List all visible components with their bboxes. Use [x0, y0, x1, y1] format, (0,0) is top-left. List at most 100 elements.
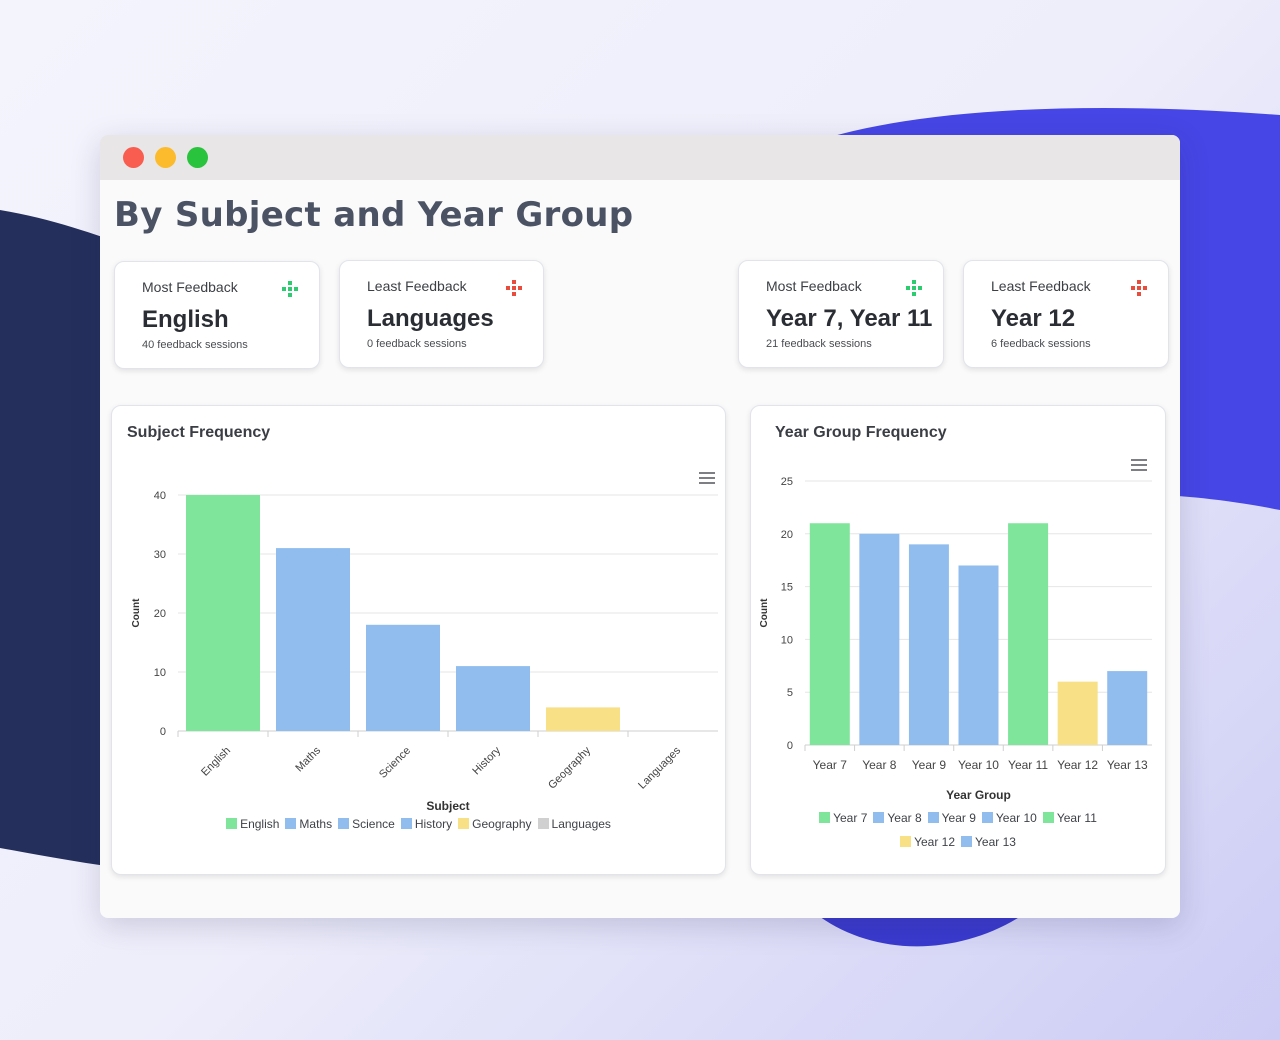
bar-english	[186, 495, 260, 731]
y-axis-title: Count	[131, 598, 142, 628]
legend-item[interactable]: Year 11	[1042, 806, 1097, 830]
stat-label: Least Feedback	[991, 278, 1091, 294]
chart-legend: English Maths Science History Geography Langu…	[112, 812, 725, 836]
app-window: By Subject and Year Group Most Feedback …	[100, 135, 1180, 918]
legend-label: Year 9	[941, 811, 976, 825]
y-axis-title: Count	[759, 598, 770, 628]
y-tick-label: 0	[787, 740, 793, 752]
x-tick-label: Year 9	[912, 758, 947, 772]
stat-card-least-subject: Least Feedback Languages 0 feedback sess…	[339, 260, 544, 368]
stat-card-least-year: Least Feedback Year 12 6 feedback sessio…	[963, 260, 1169, 368]
stat-value: Year 7, Year 11	[766, 305, 933, 332]
stat-label: Most Feedback	[142, 279, 238, 295]
maximize-window-button[interactable]	[187, 147, 208, 168]
y-tick-label: 10	[781, 634, 793, 646]
y-tick-label: 10	[154, 667, 166, 679]
bar-science	[366, 624, 440, 731]
y-tick-label: 40	[154, 490, 166, 502]
chart-menu-icon[interactable]	[699, 472, 715, 484]
year-group-frequency-card: Year Group Frequency 0 5 10 15 20 25 Year 7 Yea…	[750, 405, 1166, 875]
legend-item[interactable]: Year 13	[961, 830, 1016, 854]
down-icon	[1131, 280, 1147, 296]
y-tick-label: 15	[781, 582, 793, 594]
legend-swatch	[400, 818, 412, 829]
x-tick-label: History	[470, 744, 503, 777]
legend-swatch	[285, 818, 297, 829]
subject-frequency-card: Subject Frequency 0 10 20 30 40 English Maths S…	[111, 405, 726, 875]
chart-menu-icon[interactable]	[1131, 459, 1147, 471]
x-tick-label: Year 11	[1008, 758, 1048, 772]
x-axis-title: Subject	[426, 799, 469, 813]
stat-value: Year 12	[991, 305, 1076, 332]
bar-maths	[276, 548, 350, 731]
stat-label: Most Feedback	[766, 278, 862, 294]
stat-value: English	[142, 306, 229, 333]
chart-title: Subject Frequency	[127, 424, 271, 441]
subject-frequency-chart: 0 10 20 30 40 English Maths Science History Geogr…	[131, 490, 718, 813]
legend-swatch	[819, 812, 831, 823]
y-tick-label: 30	[154, 549, 166, 561]
x-tick-label: Year 7	[813, 758, 848, 772]
x-axis-title: Year Group	[946, 788, 1011, 802]
legend-swatch	[226, 818, 238, 829]
y-tick-label: 5	[787, 687, 793, 699]
close-window-button[interactable]	[123, 147, 144, 168]
legend-item[interactable]: English	[226, 812, 279, 836]
legend-swatch	[537, 818, 549, 829]
legend-swatch	[873, 812, 885, 823]
legend-item[interactable]: Year 7	[819, 806, 867, 830]
bar-year-11	[1008, 523, 1049, 745]
x-tick-label: Year 10	[958, 758, 999, 772]
legend-label: Maths	[299, 817, 333, 831]
stat-card-most-year: Most Feedback Year 7, Year 11 21 feedbac…	[738, 260, 944, 368]
x-tick-label: English	[199, 745, 233, 779]
bar-geography	[546, 707, 620, 731]
bar-year-7	[809, 523, 850, 745]
x-tick-label: Maths	[293, 744, 323, 774]
chart-title: Year Group Frequency	[775, 424, 947, 441]
stat-subtext: 0 feedback sessions	[367, 338, 467, 350]
x-tick-label: Year 8	[862, 758, 897, 772]
chart-legend: Year 7 Year 8 Year 9 Year 10 Year 11 Year 12 Y…	[751, 806, 1165, 854]
legend-item[interactable]: History	[400, 812, 452, 836]
legend-item[interactable]: Year 8	[873, 806, 922, 830]
legend-swatch	[338, 818, 350, 829]
legend-item[interactable]: Science	[338, 812, 395, 836]
window-titlebar	[100, 135, 1180, 180]
x-tick-label: Year 13	[1107, 758, 1148, 772]
x-tick-label: Science	[377, 745, 413, 781]
down-icon	[506, 280, 522, 296]
legend-label: Year 11	[1056, 811, 1097, 825]
bar-year-9	[908, 544, 949, 745]
legend-swatch	[900, 836, 912, 847]
legend-swatch	[961, 836, 972, 847]
legend-label: Languages	[551, 817, 611, 831]
legend-item[interactable]: Languages	[537, 812, 611, 836]
year-group-frequency-chart: 0 5 10 15 20 25 Year 7 Year 8 Year 9 Year 10 Year …	[759, 476, 1152, 802]
legend-swatch	[981, 812, 993, 823]
x-tick-label: Geography	[546, 744, 593, 791]
legend-item[interactable]: Year 9	[927, 806, 976, 830]
legend-label: Year 10	[995, 811, 1037, 825]
page-title: By Subject and Year Group	[114, 195, 634, 235]
legend-item[interactable]: Year 12	[900, 830, 955, 854]
bar-year-13	[1107, 671, 1148, 745]
stat-subtext: 40 feedback sessions	[142, 339, 248, 351]
bar-year-10	[958, 565, 999, 745]
legend-label: Science	[352, 817, 395, 831]
minimize-window-button[interactable]	[155, 147, 176, 168]
stat-value: Languages	[367, 305, 494, 332]
legend-label: Year 7	[833, 811, 868, 825]
bar-year-8	[859, 533, 900, 745]
y-tick-label: 20	[781, 529, 793, 541]
legend-item[interactable]: Year 10	[981, 806, 1037, 830]
y-tick-label: 25	[781, 476, 793, 488]
up-icon	[282, 281, 298, 297]
stat-subtext: 21 feedback sessions	[766, 338, 872, 350]
bar-year-12	[1057, 681, 1098, 745]
legend-item[interactable]: Geography	[458, 812, 532, 836]
x-tick-label: Languages	[636, 744, 683, 791]
y-tick-label: 0	[160, 726, 166, 738]
legend-item[interactable]: Maths	[285, 812, 332, 836]
bar-history	[456, 666, 530, 731]
